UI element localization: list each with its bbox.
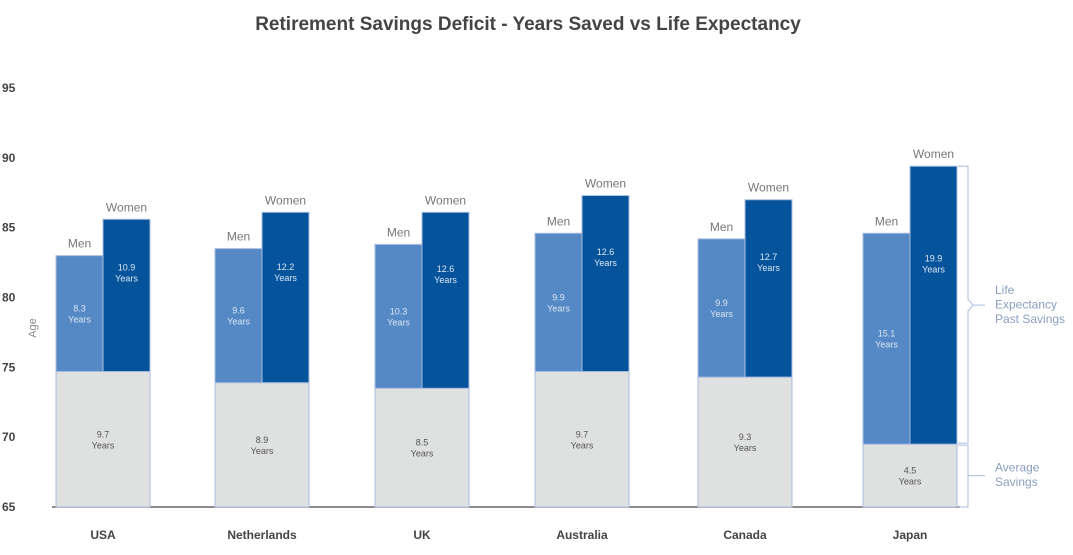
- women-unit-label: Years: [757, 263, 780, 273]
- bar-group-netherlands: 8.9Years9.6Years12.2YearsMenWomenNetherl…: [214, 193, 310, 542]
- savings-unit-label: Years: [571, 440, 594, 450]
- life-expectancy-label: Past Savings: [995, 312, 1065, 326]
- women-unit-label: Years: [922, 264, 945, 274]
- women-unit-label: Years: [115, 274, 138, 284]
- women-series-label: Women: [585, 177, 626, 191]
- women-value-label: 12.7: [760, 252, 778, 262]
- women-bar: [261, 211, 310, 384]
- x-tick-label: Netherlands: [227, 528, 297, 542]
- women-value-label: 12.2: [277, 262, 295, 272]
- women-unit-label: Years: [274, 273, 297, 283]
- savings-unit-label: Years: [899, 477, 922, 487]
- men-series-label: Men: [710, 220, 733, 234]
- men-unit-label: Years: [875, 340, 898, 350]
- savings-unit-label: Years: [734, 443, 757, 453]
- savings-bracket: [958, 444, 985, 508]
- savings-value-label: 8.9: [256, 435, 269, 445]
- women-series-label: Women: [913, 147, 954, 161]
- savings-value-label: 9.7: [97, 429, 110, 439]
- women-bar: [909, 165, 958, 445]
- savings-value-label: 9.3: [739, 432, 752, 442]
- women-value-label: 19.9: [925, 253, 943, 263]
- men-series-label: Men: [875, 214, 898, 228]
- x-tick-label: Canada: [723, 528, 767, 542]
- y-tick-label: 75: [2, 360, 16, 374]
- men-unit-label: Years: [227, 317, 250, 327]
- women-bar: [744, 199, 793, 378]
- life-expectancy-label: Expectancy: [995, 298, 1057, 312]
- men-series-label: Men: [387, 225, 410, 239]
- men-unit-label: Years: [710, 309, 733, 319]
- women-series-label: Women: [748, 181, 789, 195]
- men-unit-label: Years: [387, 317, 410, 327]
- women-bar: [581, 195, 630, 373]
- men-value-label: 10.3: [390, 306, 408, 316]
- men-bar: [862, 232, 911, 445]
- savings-bar: [374, 387, 470, 508]
- savings-unit-label: Years: [251, 446, 274, 456]
- men-value-label: 15.1: [878, 329, 896, 339]
- savings-unit-label: Years: [92, 440, 115, 450]
- life-expectancy-bracket: [958, 165, 985, 444]
- savings-bar: [55, 371, 151, 508]
- savings-unit-label: Years: [411, 449, 434, 459]
- y-tick-label: 85: [2, 221, 16, 235]
- men-bar: [55, 255, 104, 373]
- women-series-label: Women: [265, 193, 306, 207]
- women-series-label: Women: [106, 200, 147, 214]
- chart-title: Retirement Savings Deficit - Years Saved…: [255, 14, 801, 35]
- women-value-label: 12.6: [437, 264, 455, 274]
- y-tick-label: 95: [2, 81, 16, 95]
- men-unit-label: Years: [547, 303, 570, 313]
- women-value-label: 10.9: [118, 263, 136, 273]
- y-tick-label: 70: [2, 430, 16, 444]
- men-bar: [697, 238, 746, 378]
- men-value-label: 9.9: [552, 292, 565, 302]
- x-tick-label: Australia: [556, 528, 608, 542]
- y-tick-label: 65: [2, 500, 16, 514]
- men-unit-label: Years: [68, 315, 91, 325]
- women-unit-label: Years: [434, 275, 457, 285]
- life-expectancy-label: Life: [995, 283, 1015, 297]
- women-bar: [102, 218, 151, 373]
- bar-group-australia: 9.7Years9.9Years12.6YearsMenWomenAustral…: [534, 177, 630, 542]
- savings-bar: [862, 443, 958, 508]
- savings-value-label: 8.5: [416, 438, 429, 448]
- men-series-label: Men: [547, 214, 570, 228]
- men-series-label: Men: [227, 230, 250, 244]
- men-value-label: 8.3: [73, 304, 86, 314]
- men-value-label: 9.6: [232, 306, 245, 316]
- x-tick-label: UK: [413, 528, 431, 542]
- women-unit-label: Years: [594, 258, 617, 268]
- savings-value-label: 9.7: [576, 429, 589, 439]
- y-tick-label: 80: [2, 291, 16, 305]
- savings-bar: [697, 376, 793, 508]
- men-value-label: 9.9: [715, 298, 728, 308]
- savings-bracket-label: Average: [995, 461, 1040, 475]
- y-axis-label: Age: [27, 318, 39, 338]
- savings-bracket-label: Savings: [995, 475, 1038, 489]
- savings-bar: [534, 371, 630, 508]
- y-tick-label: 90: [2, 151, 16, 165]
- savings-value-label: 4.5: [904, 466, 917, 476]
- men-series-label: Men: [68, 237, 91, 251]
- women-series-label: Women: [425, 193, 466, 207]
- women-bar: [421, 211, 470, 389]
- women-value-label: 12.6: [597, 247, 615, 257]
- x-tick-label: Japan: [893, 528, 928, 542]
- x-tick-label: USA: [90, 528, 116, 542]
- men-bar: [374, 243, 423, 389]
